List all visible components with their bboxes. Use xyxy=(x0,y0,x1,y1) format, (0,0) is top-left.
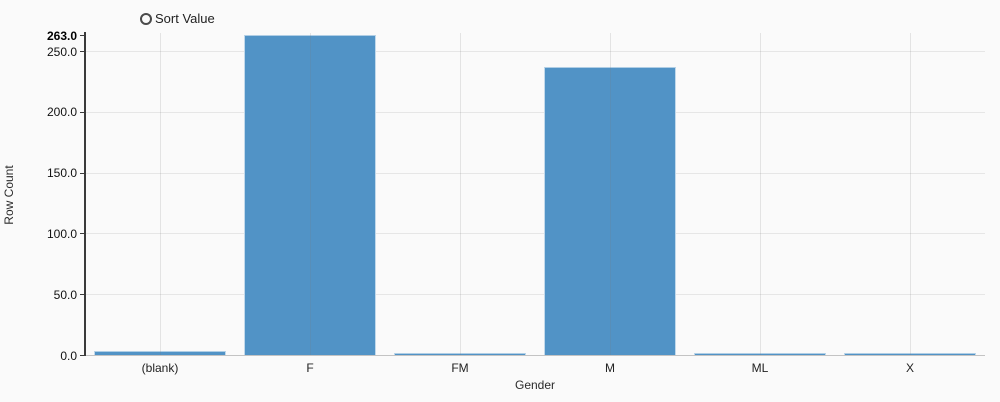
radio-button-icon[interactable] xyxy=(140,13,152,25)
y-gridline xyxy=(85,233,985,235)
x-tick-label: X xyxy=(905,361,914,375)
x-tick-label: FM xyxy=(451,361,469,375)
bar-blank[interactable] xyxy=(94,351,226,355)
y-tick-mark xyxy=(80,233,84,235)
x-tick-label: F xyxy=(306,361,314,375)
y-tick-mark xyxy=(80,172,84,174)
x-gridline xyxy=(310,33,311,355)
x-tick-label: M xyxy=(605,361,615,375)
sort-value-label: Sort Value xyxy=(155,11,215,26)
y-tick-label: 100.0 xyxy=(46,226,77,241)
y-gridline xyxy=(85,294,985,296)
y-gridline xyxy=(85,172,985,174)
y-tick-label: 200.0 xyxy=(46,105,77,120)
y-axis-title: Row Count xyxy=(2,165,16,225)
bar-X[interactable] xyxy=(844,352,976,355)
bar-F[interactable] xyxy=(244,35,376,355)
bar-ML[interactable] xyxy=(694,352,826,355)
y-tick-mark xyxy=(80,355,84,356)
y-tick-mark xyxy=(80,35,84,37)
x-axis-line xyxy=(85,355,985,356)
y-tick-label: 150.0 xyxy=(46,166,77,181)
y-axis-line xyxy=(84,32,86,356)
x-gridline xyxy=(460,33,461,355)
y-tick-label: 263.0 xyxy=(46,28,77,43)
y-tick-label: 250.0 xyxy=(46,44,77,59)
y-tick-mark xyxy=(80,51,84,52)
sort-value-control[interactable]: Sort Value xyxy=(140,12,215,26)
y-tick-mark xyxy=(80,111,84,113)
x-gridline xyxy=(610,33,611,355)
bar-FM[interactable] xyxy=(394,352,526,355)
x-tick-label: ML xyxy=(751,361,769,375)
y-tick-mark xyxy=(80,294,84,296)
x-axis-title: Gender xyxy=(514,378,556,392)
x-gridline xyxy=(910,33,911,355)
x-gridline xyxy=(160,33,161,355)
y-gridline xyxy=(85,111,985,113)
x-tick-label: (blank) xyxy=(141,361,179,375)
bar-M[interactable] xyxy=(544,66,676,355)
x-gridline xyxy=(760,33,761,355)
y-tick-label: 0.0 xyxy=(60,348,77,363)
y-gridline xyxy=(85,51,985,52)
y-tick-label: 50.0 xyxy=(53,287,77,302)
